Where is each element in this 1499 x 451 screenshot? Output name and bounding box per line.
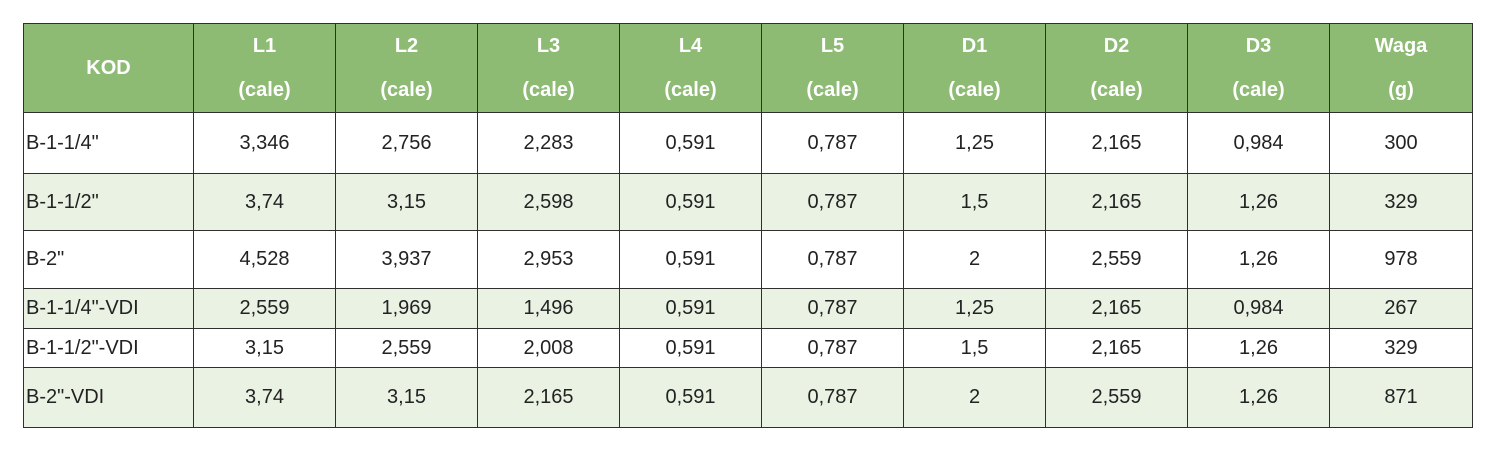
cell-d1: 1,25 (903, 112, 1046, 174)
header-label: L2 (394, 35, 419, 57)
table-row: B-2" 4,528 3,937 2,953 0,591 0,787 2 2,5… (23, 230, 1473, 289)
cell-d2: 2,165 (1045, 173, 1188, 231)
cell-d3: 0,984 (1187, 112, 1330, 174)
cell-l1: 2,559 (193, 288, 336, 329)
cell-kod: B-2"-VDI (23, 367, 194, 428)
cell-d3: 1,26 (1187, 230, 1330, 289)
cell-l3: 2,165 (477, 367, 620, 428)
cell-d3: 1,26 (1187, 367, 1330, 428)
cell-d2: 2,165 (1045, 288, 1188, 329)
cell-l5: 0,787 (761, 112, 904, 174)
header-label: D2 (1103, 35, 1130, 57)
cell-l1: 4,528 (193, 230, 336, 289)
cell-l2: 3,15 (335, 367, 478, 428)
header-unit: (cale) (948, 79, 1001, 101)
cell-l5: 0,787 (761, 288, 904, 329)
table-row: B-2"-VDI 3,74 3,15 2,165 0,591 0,787 2 2… (23, 367, 1473, 428)
table-row: B-1-1/4" 3,346 2,756 2,283 0,591 0,787 1… (23, 112, 1473, 174)
header-label: L4 (678, 35, 703, 57)
cell-l2: 1,969 (335, 288, 478, 329)
table-row: B-1-1/4"-VDI 2,559 1,969 1,496 0,591 0,7… (23, 288, 1473, 329)
cell-l3: 2,953 (477, 230, 620, 289)
cell-l4: 0,591 (619, 173, 762, 231)
cell-waga: 267 (1329, 288, 1473, 329)
cell-d1: 1,5 (903, 173, 1046, 231)
cell-l1: 3,74 (193, 367, 336, 428)
cell-l3: 2,598 (477, 173, 620, 231)
header-unit: (cale) (380, 79, 433, 101)
cell-l3: 2,283 (477, 112, 620, 174)
table-row: B-1-1/2" 3,74 3,15 2,598 0,591 0,787 1,5… (23, 173, 1473, 231)
table-body: B-1-1/4" 3,346 2,756 2,283 0,591 0,787 1… (23, 112, 1473, 428)
header-label: D1 (961, 35, 988, 57)
header-cell-l2: L2 (cale) (335, 23, 478, 113)
cell-d1: 1,5 (903, 328, 1046, 368)
header-unit: (cale) (664, 79, 717, 101)
cell-d3: 1,26 (1187, 173, 1330, 231)
header-label: Waga (1374, 35, 1428, 57)
header-label: L5 (820, 35, 845, 57)
cell-waga: 300 (1329, 112, 1473, 174)
cell-kod: B-1-1/4"-VDI (23, 288, 194, 329)
cell-kod: B-1-1/2"-VDI (23, 328, 194, 368)
cell-l1: 3,74 (193, 173, 336, 231)
cell-l4: 0,591 (619, 367, 762, 428)
cell-waga: 978 (1329, 230, 1473, 289)
cell-l3: 1,496 (477, 288, 620, 329)
header-unit: (cale) (1232, 79, 1285, 101)
header-unit: (cale) (1090, 79, 1143, 101)
cell-d3: 0,984 (1187, 288, 1330, 329)
header-cell-l4: L4 (cale) (619, 23, 762, 113)
header-unit: (cale) (806, 79, 859, 101)
cell-l4: 0,591 (619, 112, 762, 174)
cell-d2: 2,559 (1045, 367, 1188, 428)
header-row: KOD L1 (cale) L2 (cale) L3 (cale) L4 (ca… (23, 23, 1473, 113)
cell-l5: 0,787 (761, 230, 904, 289)
cell-d2: 2,165 (1045, 112, 1188, 174)
cell-kod: B-2" (23, 230, 194, 289)
header-cell-d1: D1 (cale) (903, 23, 1046, 113)
cell-d3: 1,26 (1187, 328, 1330, 368)
cell-d2: 2,559 (1045, 230, 1188, 289)
header-cell-waga: Waga (g) (1329, 23, 1473, 113)
cell-waga: 329 (1329, 328, 1473, 368)
cell-l5: 0,787 (761, 367, 904, 428)
cell-l2: 3,15 (335, 173, 478, 231)
cell-l2: 2,756 (335, 112, 478, 174)
cell-l4: 0,591 (619, 230, 762, 289)
cell-kod: B-1-1/2" (23, 173, 194, 231)
header-cell-l3: L3 (cale) (477, 23, 620, 113)
cell-d1: 2 (903, 367, 1046, 428)
header-label: D3 (1245, 35, 1272, 57)
cell-d2: 2,165 (1045, 328, 1188, 368)
cell-l1: 3,15 (193, 328, 336, 368)
cell-l5: 0,787 (761, 328, 904, 368)
cell-l4: 0,591 (619, 288, 762, 329)
table-row: B-1-1/2"-VDI 3,15 2,559 2,008 0,591 0,78… (23, 328, 1473, 368)
cell-l4: 0,591 (619, 328, 762, 368)
cell-d1: 2 (903, 230, 1046, 289)
header-unit: (cale) (238, 79, 291, 101)
cell-l5: 0,787 (761, 173, 904, 231)
header-cell-l1: L1 (cale) (193, 23, 336, 113)
header-label: L3 (536, 35, 561, 57)
cell-kod: B-1-1/4" (23, 112, 194, 174)
spec-table: KOD L1 (cale) L2 (cale) L3 (cale) L4 (ca… (23, 23, 1473, 428)
header-unit: (g) (1388, 79, 1414, 101)
cell-l2: 3,937 (335, 230, 478, 289)
header-cell-l5: L5 (cale) (761, 23, 904, 113)
cell-l1: 3,346 (193, 112, 336, 174)
header-cell-kod: KOD (23, 23, 194, 113)
cell-l3: 2,008 (477, 328, 620, 368)
header-cell-d3: D3 (cale) (1187, 23, 1330, 113)
cell-d1: 1,25 (903, 288, 1046, 329)
cell-waga: 329 (1329, 173, 1473, 231)
table-header: KOD L1 (cale) L2 (cale) L3 (cale) L4 (ca… (23, 23, 1473, 113)
header-label: L1 (252, 35, 277, 57)
header-cell-d2: D2 (cale) (1045, 23, 1188, 113)
header-unit: (cale) (522, 79, 575, 101)
cell-waga: 871 (1329, 367, 1473, 428)
header-label: KOD (86, 57, 131, 79)
cell-l2: 2,559 (335, 328, 478, 368)
